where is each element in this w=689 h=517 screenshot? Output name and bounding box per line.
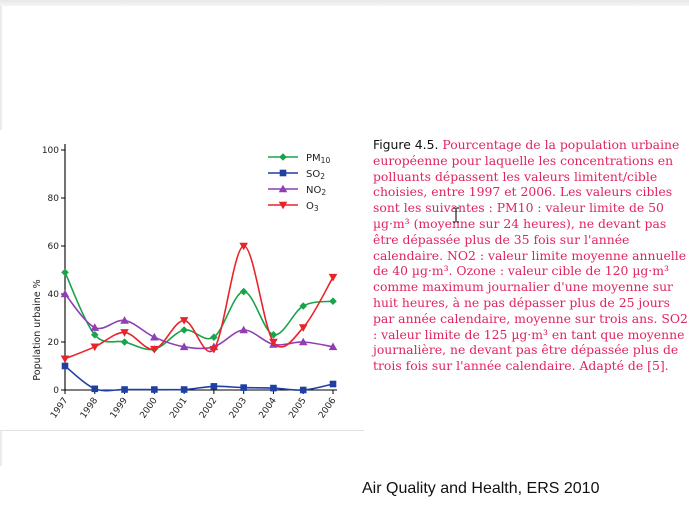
data-point-no2 (120, 316, 129, 324)
data-point-so2 (329, 380, 337, 388)
chart-panel: 0 20 40 60 80 100 1997 1998 1999 2000 2001 2002 2003… (0, 130, 364, 431)
y-tick-label: 40 (48, 290, 60, 300)
axes-layer: 0 20 40 60 80 100 1997 1998 1999 2000 2001 2002 2003… (42, 144, 339, 420)
x-tick-label: 2006 (317, 396, 338, 421)
data-point-so2 (121, 386, 128, 393)
source-attribution: Air Quality and Health, ERS 2010 (362, 480, 600, 497)
series-line-so2 (64, 365, 334, 392)
data-point-pm10 (61, 268, 69, 277)
legend: PM10 SO2 NO2 O3 (268, 153, 330, 213)
data-point-o3 (150, 345, 159, 354)
y-tick-label: 0 (53, 386, 59, 396)
data-point-so2 (270, 384, 277, 392)
data-point-o3 (239, 242, 248, 251)
x-tick-label: 2000 (138, 396, 159, 421)
data-point-no2 (179, 342, 189, 351)
legend-label: NO2 (306, 185, 326, 197)
data-point-so2 (180, 386, 188, 393)
data-point-no2 (328, 342, 338, 351)
data-point-o3 (90, 343, 100, 352)
data-point-so2 (61, 362, 69, 370)
data-point-pm10 (239, 287, 248, 296)
series-line-pm10 (64, 272, 334, 351)
data-point-so2 (240, 384, 247, 391)
data-point-so2 (91, 385, 99, 393)
figure-caption-text: Pourcentage de la population urbaine eur… (373, 137, 688, 374)
series-layer (60, 242, 338, 394)
window-top-strip (0, 0, 689, 6)
x-tick-label: 1999 (109, 396, 130, 421)
data-point-o3 (298, 324, 308, 332)
data-point-pm10 (180, 326, 188, 334)
y-tick-label: 80 (48, 194, 60, 204)
y-axis-label: Population urbaine % (32, 279, 43, 380)
data-point-so2 (151, 386, 158, 393)
data-point-o3 (328, 273, 338, 282)
data-point-o3 (209, 345, 219, 354)
y-tick-label: 60 (48, 242, 60, 252)
line-chart: 0 20 40 60 80 100 1997 1998 1999 2000 2001 2002 2003… (32, 144, 339, 420)
x-tick-label: 2004 (258, 396, 279, 421)
series-line-o3 (64, 245, 334, 360)
data-point-pm10 (210, 333, 218, 341)
x-tick-label: 1997 (49, 396, 70, 420)
data-point-so2 (299, 386, 307, 394)
legend-marker-so2 (279, 169, 287, 177)
x-tick-label: 2005 (287, 396, 308, 420)
figure-label: Figure 4.5. (373, 137, 439, 152)
text-cursor-icon (453, 207, 459, 223)
data-point-pm10 (299, 302, 308, 310)
data-point-no2 (150, 332, 159, 341)
data-point-pm10 (90, 331, 99, 339)
legend-label: O3 (306, 201, 319, 213)
data-point-no2 (60, 289, 70, 298)
x-tick-label: 2003 (228, 396, 249, 420)
x-tick-label: 1998 (79, 396, 100, 421)
x-tick-label: 2001 (168, 396, 189, 420)
legend-marker-o3 (278, 201, 288, 210)
x-tick-label: 2002 (198, 396, 219, 420)
data-point-pm10 (120, 338, 129, 346)
data-point-o3 (120, 329, 129, 337)
data-point-no2 (298, 337, 308, 346)
legend-marker-pm10 (279, 153, 287, 161)
data-point-o3 (179, 317, 189, 325)
legend-marker-no2 (278, 184, 288, 193)
y-tick-label: 100 (42, 146, 59, 156)
figure-caption: Figure 4.5. Pourcentage de la population… (373, 137, 689, 374)
data-point-so2 (210, 383, 218, 390)
data-point-pm10 (269, 331, 278, 339)
data-point-o3 (60, 355, 70, 364)
data-point-no2 (239, 325, 248, 334)
data-point-no2 (90, 323, 100, 331)
data-point-pm10 (329, 297, 337, 305)
data-point-o3 (269, 338, 278, 347)
legend-label: SO2 (306, 169, 325, 181)
y-tick-label: 20 (48, 338, 60, 348)
legend-label: PM10 (306, 153, 330, 165)
